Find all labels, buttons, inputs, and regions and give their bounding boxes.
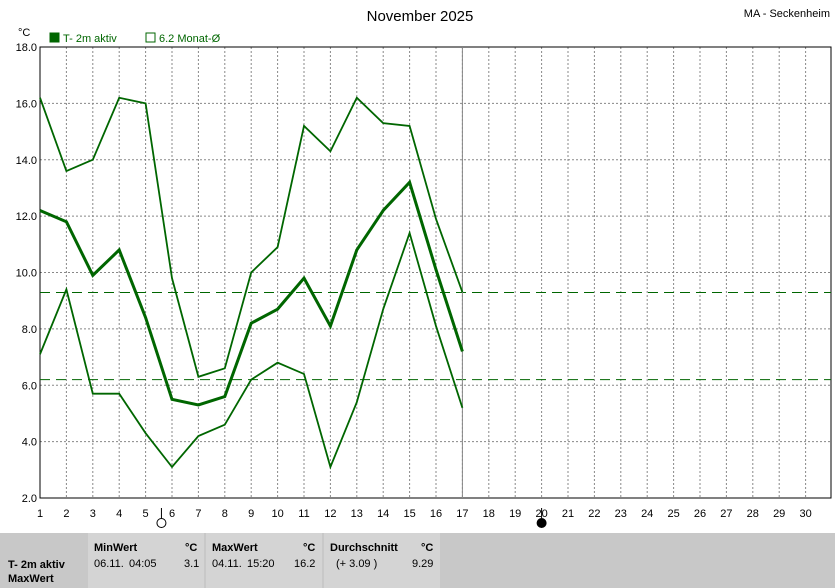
y-tick-label: 14.0 (16, 155, 37, 167)
reference-lines (40, 292, 831, 381)
x-tick-label: 15 (403, 508, 415, 520)
x-tick-label: 24 (641, 508, 653, 520)
x-tick-label: 19 (509, 508, 521, 520)
x-tick-label: 3 (90, 508, 96, 520)
x-tick-label: 26 (694, 508, 706, 520)
x-tick-label: 16 (430, 508, 442, 520)
stats-avg-block: Durchschnitt °C (+ 3.09 ) 9.29 (324, 533, 440, 588)
series-group (39, 96, 464, 470)
x-tick-label: 5 (143, 508, 149, 520)
x-tick-label: 30 (799, 508, 811, 520)
chart-title: November 2025 (367, 8, 474, 25)
x-tick-label: 7 (195, 508, 201, 520)
x-tick-label: 4 (116, 508, 122, 520)
x-tick-label: 25 (667, 508, 679, 520)
stats-label-block: T- 2m aktiv MaxWert (0, 533, 88, 588)
new-moon-icon (536, 518, 547, 528)
y-tick-label: 6.0 (22, 380, 37, 392)
x-tick-label: 17 (456, 508, 468, 520)
legend-active-swatch (49, 32, 60, 43)
stats-min-block: MinWert °C 06.11. 04:05 3.1 (88, 533, 204, 588)
x-tick-label: 27 (720, 508, 732, 520)
y-tick-label: 18.0 (16, 42, 37, 54)
x-tick-label: 2 (63, 508, 69, 520)
series-line (39, 230, 464, 470)
x-tick-label: 10 (271, 508, 283, 520)
max-time: 15:20 (247, 558, 275, 570)
y-axis-unit: °C (18, 27, 30, 39)
x-tick-label: 21 (562, 508, 574, 520)
full-moon-icon (156, 518, 167, 528)
x-tick-label: 23 (615, 508, 627, 520)
min-header: MinWert (94, 542, 138, 554)
temperature-chart: November 2025 MA - Seckenheim °C T- 2m a… (16, 8, 832, 528)
x-tick-label: 8 (222, 508, 228, 520)
stats-max-block: MaxWert °C 04.11. 15:20 16.2 (206, 533, 322, 588)
x-tick-label: 9 (248, 508, 254, 520)
min-date: 06.11. (94, 558, 124, 570)
max-date: 04.11. (212, 558, 242, 570)
x-tick-label: 6 (169, 508, 175, 520)
x-tick-label: 13 (351, 508, 363, 520)
avg-value: 9.29 (412, 558, 434, 570)
min-unit: °C (185, 542, 198, 554)
stats-row-label: T- 2m aktiv (8, 559, 65, 571)
avg-header: Durchschnitt (330, 542, 398, 554)
x-tick-label: 12 (324, 508, 336, 520)
stats-row-label2: MaxWert (8, 573, 54, 585)
x-tick-label: 28 (747, 508, 759, 520)
legend-mean-label: 6.2 Monat-Ø (159, 33, 221, 45)
avg-diff: (+ 3.09 ) (336, 558, 378, 570)
min-time: 04:05 (129, 558, 157, 570)
plot-frame (39, 46, 832, 499)
max-unit: °C (303, 542, 316, 554)
x-tick-label: 29 (773, 508, 785, 520)
x-tick-label: 11 (298, 508, 309, 520)
stats-panel: T- 2m aktiv MaxWert MinWert °C 06.11. 04… (0, 533, 835, 588)
y-tick-label: 2.0 (22, 493, 37, 505)
min-value: 3.1 (184, 558, 200, 570)
legend-active-label: T- 2m aktiv (63, 33, 117, 45)
y-tick-label: 4.0 (22, 437, 37, 449)
y-tick-label: 8.0 (22, 324, 37, 336)
y-tick-label: 16.0 (16, 98, 37, 110)
x-tick-label: 1 (37, 508, 43, 520)
y-axis-ticks: 2.0 4.0 6.0 8.0 10.0 12.0 14.0 16.0 18.0 (16, 42, 37, 505)
x-tick-label: 22 (588, 508, 600, 520)
max-value: 16.2 (294, 558, 316, 570)
series-line (39, 179, 464, 407)
station-name: MA - Seckenheim (744, 8, 830, 20)
series-line (39, 96, 464, 378)
max-header: MaxWert (212, 542, 258, 554)
y-tick-label: 12.0 (16, 211, 37, 223)
x-tick-label: 18 (483, 508, 495, 520)
x-tick-label: 14 (377, 508, 389, 520)
legend-mean-swatch (145, 32, 156, 43)
y-tick-label: 10.0 (16, 268, 37, 280)
avg-unit: °C (421, 542, 434, 554)
moon-phase-markers (156, 508, 547, 528)
x-axis-ticks: 1 2 3 4 5 6 7 8 9 10 11 12 13 14 15 16 17 18 19 20 21 22 23 24 2… (37, 508, 812, 520)
